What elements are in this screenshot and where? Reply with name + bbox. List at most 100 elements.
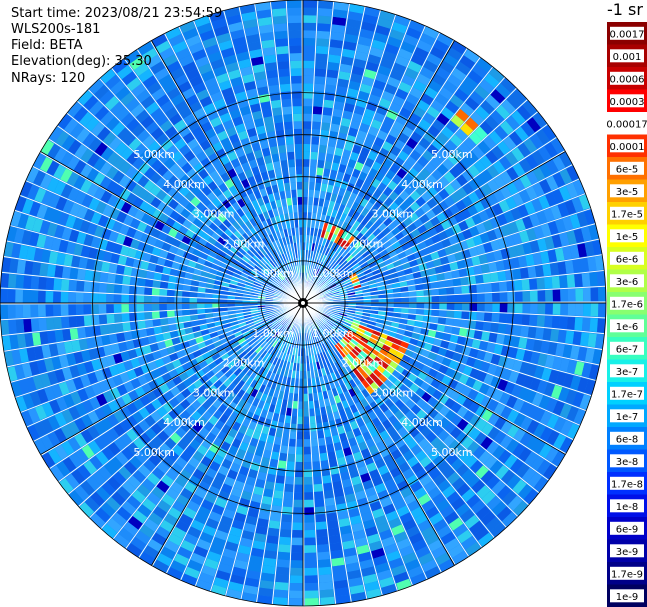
range-gate xyxy=(314,83,325,92)
range-gate xyxy=(559,168,573,185)
range-gate xyxy=(48,126,63,143)
range-gate xyxy=(299,363,303,372)
range-gate xyxy=(445,318,454,326)
range-gate xyxy=(47,330,57,344)
range-gate xyxy=(334,579,348,590)
range-gate xyxy=(536,380,548,394)
ray-gap xyxy=(25,180,304,304)
range-gate xyxy=(162,54,178,67)
colorbar-tick-label: 0.0003 xyxy=(610,97,645,108)
range-gate xyxy=(156,480,170,493)
range-gate xyxy=(308,400,315,409)
range-gate xyxy=(306,234,310,243)
range-gate xyxy=(228,445,239,456)
range-gate xyxy=(440,340,450,349)
range-gate xyxy=(207,212,217,222)
range-gate xyxy=(289,331,294,339)
range-gate xyxy=(517,142,531,158)
range-gate xyxy=(368,444,379,455)
range-gate xyxy=(269,284,277,290)
range-gate xyxy=(514,303,523,314)
range-gate xyxy=(397,132,410,144)
range-gate xyxy=(267,337,275,345)
range-gate xyxy=(184,533,199,546)
range-gate xyxy=(420,202,432,214)
range-gate xyxy=(251,56,264,66)
range-gate xyxy=(562,246,573,260)
range-gate xyxy=(123,521,139,536)
range-gate xyxy=(208,152,219,164)
range-gate xyxy=(405,273,414,281)
range-gate xyxy=(168,275,177,283)
range-gate xyxy=(396,270,406,277)
range-gate xyxy=(274,30,288,40)
range-gate xyxy=(437,200,449,212)
range-gate xyxy=(508,221,519,234)
colorbar-tick-label: 3e-5 xyxy=(616,187,639,198)
range-gate xyxy=(590,303,599,317)
range-gate xyxy=(73,243,84,256)
range-gate xyxy=(140,337,150,347)
range-gate xyxy=(159,348,169,358)
range-gate xyxy=(40,373,51,388)
range-gate xyxy=(404,184,415,196)
range-gate xyxy=(348,246,357,255)
range-gate xyxy=(15,274,25,289)
range-gate xyxy=(422,112,436,125)
range-gate xyxy=(169,330,179,339)
range-gate xyxy=(353,265,362,273)
range-gate xyxy=(326,145,336,155)
range-gate xyxy=(112,170,125,184)
range-gate xyxy=(369,214,379,224)
range-gate xyxy=(329,396,336,406)
range-gate xyxy=(293,113,302,122)
range-gate xyxy=(260,316,269,322)
range-gate xyxy=(200,329,210,336)
range-gate xyxy=(377,182,387,193)
range-gate xyxy=(573,228,585,243)
range-gate xyxy=(320,262,326,271)
range-gate xyxy=(346,353,354,362)
range-gate xyxy=(290,377,296,386)
range-gate xyxy=(98,357,109,369)
range-gate xyxy=(207,84,221,96)
range-gate xyxy=(235,251,244,259)
range-gate xyxy=(313,98,324,107)
range-gate xyxy=(557,329,567,343)
range-gate xyxy=(0,273,10,288)
range-gate xyxy=(288,159,295,168)
range-gate xyxy=(436,163,449,176)
range-gate xyxy=(314,76,326,85)
range-gate xyxy=(303,53,315,61)
range-gate xyxy=(294,484,303,493)
range-gate xyxy=(442,466,456,479)
range-gate xyxy=(293,499,303,508)
range-gate xyxy=(50,209,62,224)
range-gate xyxy=(491,501,507,516)
range-rings xyxy=(0,0,607,607)
ray-gap xyxy=(180,302,304,581)
range-gate xyxy=(282,499,293,508)
range-gate xyxy=(220,555,235,567)
range-gate xyxy=(348,379,357,388)
range-gate xyxy=(461,249,471,259)
ray-gap xyxy=(6,302,304,368)
ray-gap xyxy=(302,14,397,304)
range-gate xyxy=(574,317,583,331)
range-gate xyxy=(421,499,435,513)
range-gate xyxy=(357,497,369,508)
range-gate xyxy=(336,282,345,288)
range-gate xyxy=(488,332,498,343)
range-gate xyxy=(555,371,567,386)
range-gate xyxy=(238,188,248,198)
range-gate xyxy=(186,168,198,180)
range-gate xyxy=(327,451,337,460)
range-gate xyxy=(331,261,339,269)
range-gate xyxy=(303,242,306,250)
range-gate xyxy=(444,511,459,525)
range-gate xyxy=(297,189,303,198)
range-gate xyxy=(410,201,421,212)
range-gate xyxy=(239,441,249,452)
range-gate xyxy=(428,80,442,93)
range-gate xyxy=(381,328,390,335)
